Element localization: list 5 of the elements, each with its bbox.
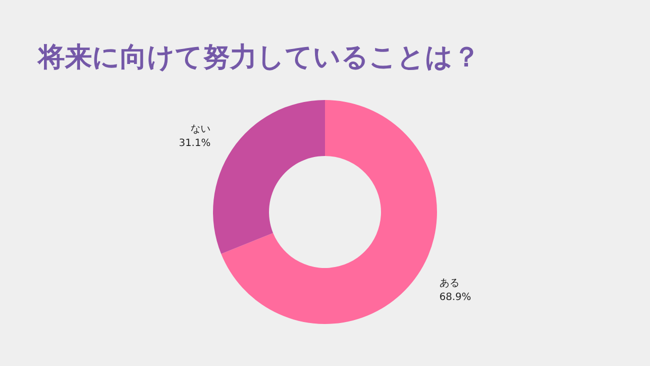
slice-label: ない	[190, 124, 211, 135]
chart-title: 将来に向けて努力していることは？	[36, 42, 480, 73]
data-label: 31.1%	[178, 138, 211, 149]
slice-label: ある	[439, 278, 460, 290]
data-label: 68.9%	[439, 292, 472, 304]
